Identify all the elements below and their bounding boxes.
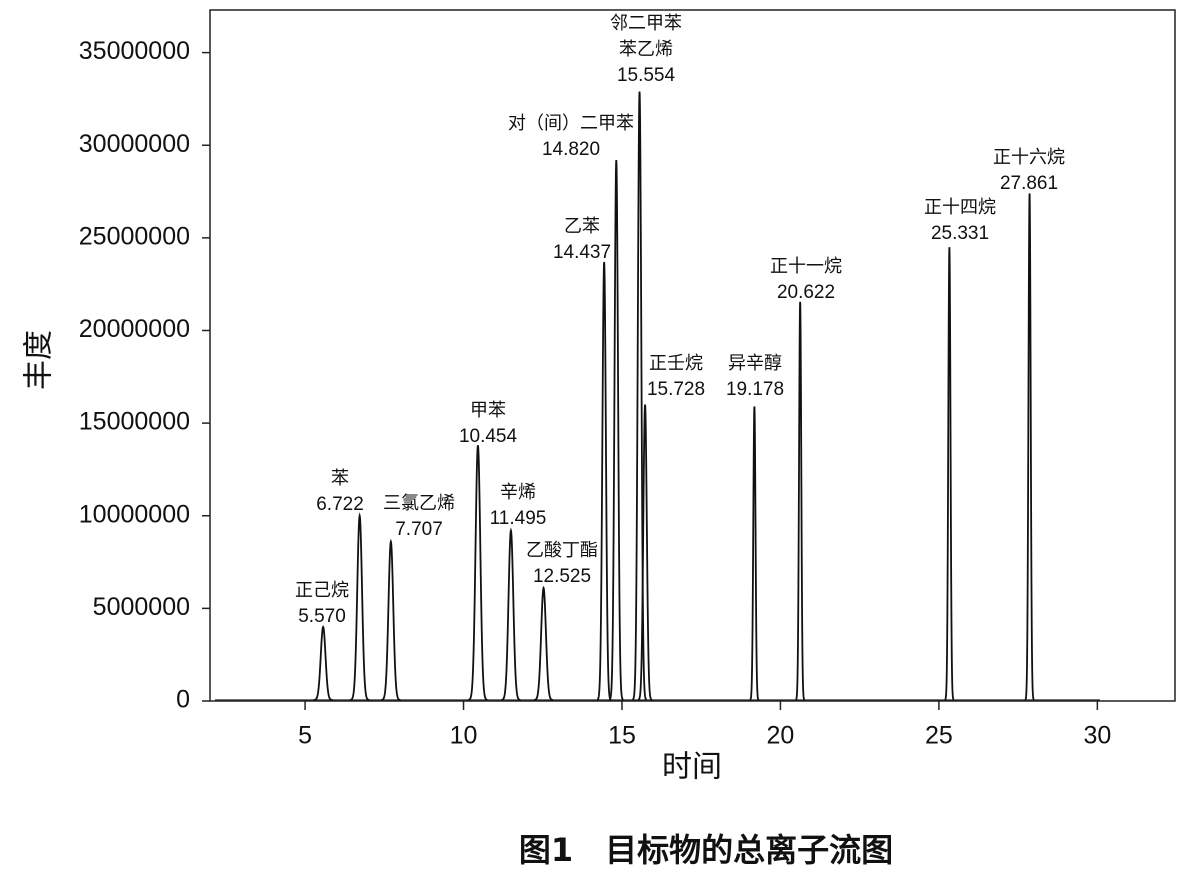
peak	[381, 538, 401, 701]
peak-time-label: 10.454	[459, 426, 518, 447]
y-tick-label: 20000000	[79, 315, 190, 343]
peak-name: 苯	[331, 468, 349, 489]
x-tick-label: 25	[925, 722, 953, 750]
x-tick-label: 15	[608, 722, 636, 750]
y-tick-label: 5000000	[93, 593, 190, 621]
peak-time-label: 27.861	[1000, 173, 1058, 194]
peak-time-label: 14.437	[553, 242, 611, 263]
peak-time-label: 14.820	[542, 139, 600, 160]
peak	[632, 91, 647, 701]
peak-time-label: 5.570	[298, 606, 346, 627]
y-tick-label: 25000000	[79, 222, 190, 250]
peak-time-label: 12.525	[533, 566, 591, 587]
figure-caption: 图1 目标物的总离子流图	[519, 831, 893, 869]
peak	[313, 625, 333, 701]
peak-name: 乙酸丁酯	[526, 540, 598, 561]
y-tick-label: 0	[176, 686, 190, 714]
peak	[350, 512, 370, 701]
peak-name: 辛烯	[500, 482, 536, 503]
x-tick-label: 5	[298, 722, 312, 750]
peak-name: 苯乙烯	[619, 39, 673, 60]
peak-name: 正壬烷	[649, 353, 703, 374]
peak-time-label: 11.495	[490, 508, 547, 529]
plot-frame	[209, 9, 1176, 702]
peak-name: 甲苯	[470, 400, 506, 421]
peak	[795, 301, 806, 701]
x-tick-label: 30	[1083, 722, 1111, 750]
y-tick-label: 30000000	[79, 130, 190, 158]
peak	[944, 247, 955, 701]
peak-name: 正十六烷	[993, 147, 1065, 168]
peak-time-label: 19.178	[726, 379, 784, 400]
peak-name: 对（间）二甲苯	[508, 113, 634, 134]
peak-name: 正己烷	[295, 580, 349, 601]
peak-name: 正十四烷	[924, 197, 996, 218]
peak-time-label: 20.622	[777, 282, 835, 303]
peak-time-label: 6.722	[316, 494, 364, 515]
peak	[596, 261, 612, 701]
x-tick-label: 10	[450, 722, 478, 750]
x-tick-label: 20	[767, 722, 795, 750]
peak	[608, 159, 624, 701]
peak-time-label: 25.331	[931, 223, 989, 244]
peak	[468, 445, 488, 701]
y-tick-label: 15000000	[79, 408, 190, 436]
peak-time-label: 15.554	[617, 65, 676, 86]
peak	[501, 527, 521, 701]
x-axis-title: 时间	[662, 750, 722, 785]
peak	[637, 404, 653, 701]
peak-name: 乙苯	[564, 216, 600, 237]
peak	[1024, 193, 1035, 701]
peak-name: 异辛醇	[728, 353, 782, 374]
peak-name: 正十一烷	[770, 256, 842, 277]
y-axis-title: 丰度	[22, 330, 57, 390]
y-tick-label: 10000000	[79, 500, 190, 528]
y-tick-label: 35000000	[79, 37, 190, 65]
peak-name: 三氯乙烯	[383, 493, 455, 514]
peak-time-label: 15.728	[647, 379, 705, 400]
peak-time-label: 7.707	[395, 519, 443, 540]
peak-name: 邻二甲苯	[610, 13, 682, 34]
peak	[749, 406, 760, 701]
peak	[533, 585, 554, 701]
